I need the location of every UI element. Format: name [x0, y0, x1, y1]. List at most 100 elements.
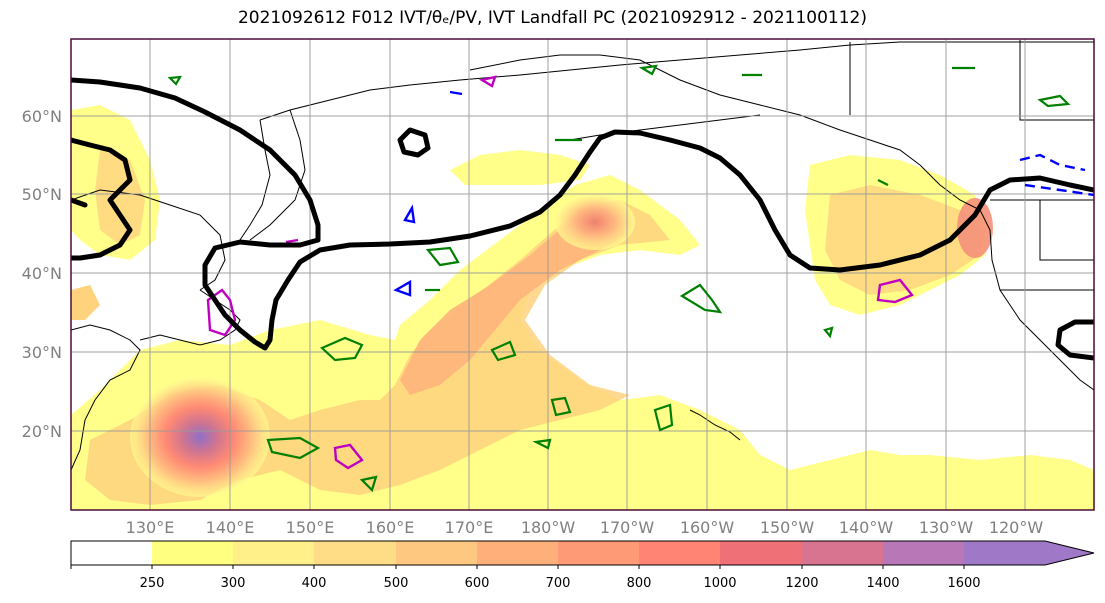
pv-low-contour: [403, 204, 416, 224]
colorbar-cell: [396, 541, 477, 565]
colorbar-outline: [70, 540, 1095, 566]
ivt-west-edge-region: [71, 285, 100, 320]
theta-e-contour: [320, 336, 364, 362]
theta-e-contour: [653, 403, 674, 432]
theta-e-contour: [359, 475, 378, 493]
lon-label: 130°E: [126, 518, 175, 537]
china-coast: [71, 324, 141, 471]
lon-label: 150°W: [760, 518, 815, 537]
ivt-north-pacific-region: [450, 150, 590, 185]
colorbar-label: 300: [221, 576, 246, 591]
colorbar-label: 1200: [785, 576, 818, 591]
height-contour-closed-low: [397, 127, 431, 158]
height-contour-main: [71, 77, 1094, 351]
colorbar: 250 300 400 500 600 700 800 1000 1200 14…: [70, 540, 1095, 591]
border-5: [1039, 200, 1094, 261]
colorbar-cell: [802, 541, 883, 565]
colorbar-cell: [720, 541, 802, 565]
lon-label: 160°E: [366, 518, 415, 537]
map-frame: [70, 38, 1095, 511]
colorbar-label: 250: [140, 576, 165, 591]
colorbar-ticks: [70, 565, 965, 569]
colorbar-label: 1600: [947, 576, 980, 591]
hawaii-islands: [689, 409, 741, 441]
colorbar-label: 600: [465, 576, 490, 591]
theta-e-contour: [167, 75, 183, 86]
colorbar-cell: [152, 541, 233, 565]
pv-contours: [206, 75, 1094, 470]
colorbar-cell: [964, 541, 1045, 565]
japan-coast: [139, 289, 241, 346]
map-panel: [70, 38, 1095, 511]
lat-axis: 60°N 50°N 40°N 30°N 20°N: [22, 107, 62, 441]
colorbar-cell: [639, 541, 720, 565]
ivt-ar-core: [555, 194, 635, 250]
na-west-coast: [919, 164, 1094, 391]
ivt-landfall-core: [957, 198, 993, 258]
colorbar-labels: 250 300 400 500 600 700 800 1000 1200 14…: [140, 576, 981, 591]
theta-e-contour: [490, 340, 517, 362]
colorbar-cell: [558, 541, 639, 565]
colorbar-cell: [314, 541, 396, 565]
alaska-coast: [469, 54, 921, 166]
theta-e-contour: [425, 246, 460, 267]
colorbar-label: 700: [546, 576, 571, 591]
colorbar-label: 1400: [866, 576, 899, 591]
height-contour-west-loop: [71, 137, 133, 261]
pv-high-contour: [333, 443, 364, 470]
colorbar-label: 800: [627, 576, 652, 591]
lat-label: 50°N: [22, 185, 62, 204]
theta-e-contour: [266, 436, 321, 460]
theta-e-contour: [550, 396, 572, 417]
colorbar-extend-arrow: [1045, 541, 1094, 565]
lon-label: 140°E: [206, 518, 255, 537]
colorbar-cells: [71, 541, 1045, 565]
lon-axis: 130°E 140°E 150°E 160°E 170°E 180°W 170°…: [126, 518, 1044, 537]
colorbar-label: 500: [384, 576, 409, 591]
gridlines: [71, 39, 1094, 510]
colorbar-label: 400: [302, 576, 327, 591]
theta-e-contour: [532, 438, 552, 450]
colorbar-cell: [233, 541, 314, 565]
lat-label: 60°N: [22, 107, 62, 126]
lon-label: 170°E: [445, 518, 494, 537]
ivt-northwest-inner: [95, 150, 145, 245]
colorbar-cell: [477, 541, 558, 565]
lat-label: 20°N: [22, 422, 62, 441]
pv-low-contour: [1019, 153, 1086, 172]
lon-label: 160°W: [680, 518, 735, 537]
theta-e-contours: [167, 64, 1071, 493]
colorbar-label: 1000: [703, 576, 736, 591]
lon-label: 130°W: [919, 518, 974, 537]
lon-label: 170°W: [600, 518, 655, 537]
colorbar-cell: [71, 541, 152, 565]
pv-high-contour: [876, 278, 914, 304]
pv-low-contour: [1024, 183, 1094, 197]
height-contour-southeast: [1055, 319, 1094, 361]
ivt-600-region: [400, 210, 625, 395]
height-contour-west-stub: [71, 197, 88, 208]
pv-high-contour: [478, 75, 497, 88]
theta-e-contour: [823, 326, 834, 339]
pv-low-contour: [449, 90, 463, 96]
lon-label: 140°W: [839, 518, 894, 537]
pv-high-contour: [206, 288, 237, 337]
aleutian-chain: [569, 114, 761, 141]
arctic-coast: [259, 41, 1094, 121]
theta-e-contour: [638, 64, 658, 76]
ivt-shading: [71, 105, 1094, 510]
lon-label: 120°W: [989, 518, 1044, 537]
height-contours: [71, 77, 1094, 361]
pv-low-contour: [393, 279, 412, 297]
lon-label: 150°E: [286, 518, 335, 537]
ivt-typhoon-core: [130, 377, 270, 497]
theta-e-contour: [1037, 94, 1071, 108]
lat-label: 40°N: [22, 264, 62, 283]
lon-label: 180°W: [521, 518, 576, 537]
theta-e-contour: [679, 283, 723, 314]
map-title: 2021092612 F012 IVT/θₑ/PV, IVT Landfall …: [237, 8, 868, 28]
theta-e-contour: [877, 179, 889, 186]
border-3: [1019, 40, 1094, 121]
lat-label: 30°N: [22, 343, 62, 362]
